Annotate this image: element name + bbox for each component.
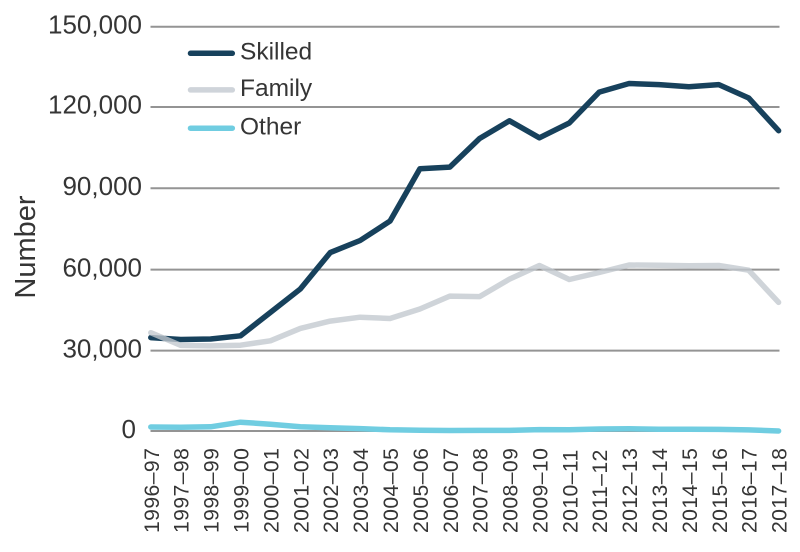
svg-text:2017–18: 2017–18 [769,448,792,533]
svg-text:1999–00: 1999–00 [231,448,254,533]
svg-text:2013–14: 2013–14 [649,448,672,533]
svg-text:120,000: 120,000 [48,90,142,120]
svg-text:1998–99: 1998–99 [201,448,224,533]
svg-text:2008–09: 2008–09 [500,448,523,533]
svg-text:2010–11: 2010–11 [559,449,582,533]
svg-text:Other: Other [240,114,301,141]
svg-text:2002–03: 2002–03 [320,448,343,533]
svg-text:1996–97: 1996–97 [141,448,164,533]
svg-text:2011–12: 2011–12 [589,449,612,533]
svg-text:0: 0 [122,414,136,444]
svg-text:150,000: 150,000 [48,10,142,40]
svg-text:90,000: 90,000 [62,171,142,201]
svg-text:Number: Number [10,195,42,298]
svg-text:2009–10: 2009–10 [529,448,552,533]
svg-text:Skilled: Skilled [240,38,312,65]
svg-text:2016–17: 2016–17 [739,448,762,533]
svg-text:2012–13: 2012–13 [619,448,642,533]
svg-text:2003–04: 2003–04 [350,448,373,533]
svg-text:2015–16: 2015–16 [709,448,732,533]
svg-text:2004–05: 2004–05 [380,448,403,533]
svg-text:Family: Family [240,75,313,102]
svg-text:60,000: 60,000 [62,253,142,283]
svg-text:2006–07: 2006–07 [440,448,463,533]
svg-text:1997–98: 1997–98 [171,448,194,533]
svg-text:2005–06: 2005–06 [410,448,433,533]
svg-text:2001–02: 2001–02 [290,448,313,533]
svg-text:2014–15: 2014–15 [679,448,702,533]
svg-text:2007–08: 2007–08 [470,448,493,533]
svg-text:30,000: 30,000 [62,333,142,363]
svg-text:2000–01: 2000–01 [260,448,283,533]
